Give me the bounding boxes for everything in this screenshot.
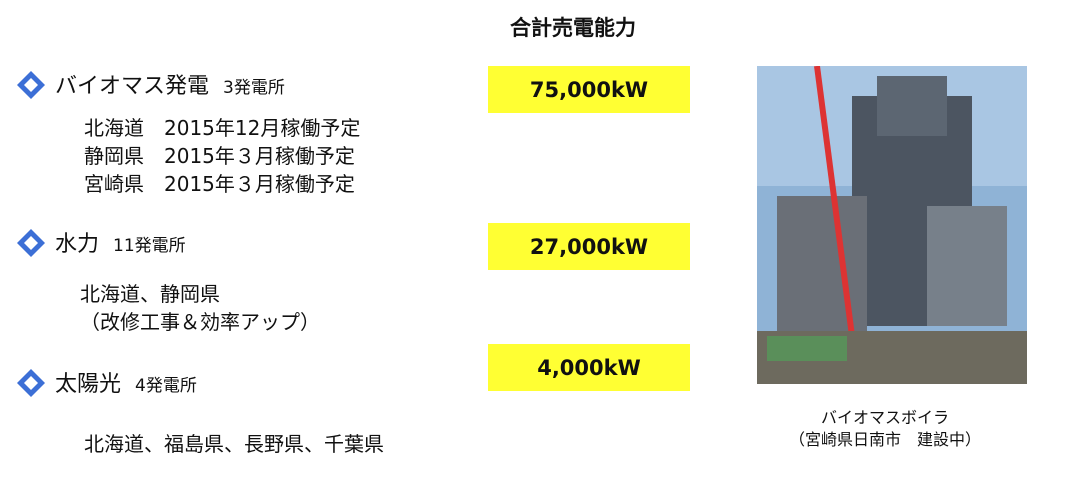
section-details: 北海道、静岡県 （改修工事＆効率アップ）: [80, 280, 320, 336]
header-title: 合計売電能力: [510, 16, 636, 40]
detail: 北海道、福島県、長野県、千葉県: [84, 432, 384, 456]
detail: 宮崎県 2015年３月稼働予定: [84, 172, 355, 196]
capacity-box: 75,000kW: [488, 66, 690, 113]
section-count: 3発電所: [223, 78, 285, 98]
photo: [757, 66, 1027, 384]
section-count: 4発電所: [135, 376, 197, 396]
detail: 静岡県 2015年３月稼働予定: [84, 144, 355, 168]
bullet: [17, 71, 45, 99]
section-heading: 水力 11発電所: [55, 226, 186, 258]
section-heading: バイオマス発電 3発電所: [55, 68, 285, 100]
section-title: 水力: [55, 232, 100, 257]
bullet: [17, 229, 45, 257]
detail: 北海道 2015年12月稼働予定: [84, 116, 361, 140]
section-details: 北海道、福島県、長野県、千葉県: [84, 430, 384, 458]
photo-caption: バイオマスボイラ （宮崎県日南市 建設中）: [735, 407, 1035, 451]
bullet: [17, 369, 45, 397]
detail: 北海道、静岡県: [80, 282, 220, 306]
section-details: 北海道 2015年12月稼働予定 静岡県 2015年３月稼働予定 宮崎県 201…: [84, 114, 360, 198]
detail: （改修工事＆効率アップ）: [80, 310, 320, 334]
caption-line: （宮崎県日南市 建設中）: [788, 430, 981, 449]
capacity-box: 27,000kW: [488, 223, 690, 270]
section-count: 11発電所: [113, 236, 186, 256]
section-title: 太陽光: [55, 372, 122, 397]
capacity-box: 4,000kW: [488, 344, 690, 391]
section-title: バイオマス発電: [55, 74, 210, 99]
caption-line: バイオマスボイラ: [820, 408, 949, 427]
section-heading: 太陽光 4発電所: [55, 366, 197, 398]
